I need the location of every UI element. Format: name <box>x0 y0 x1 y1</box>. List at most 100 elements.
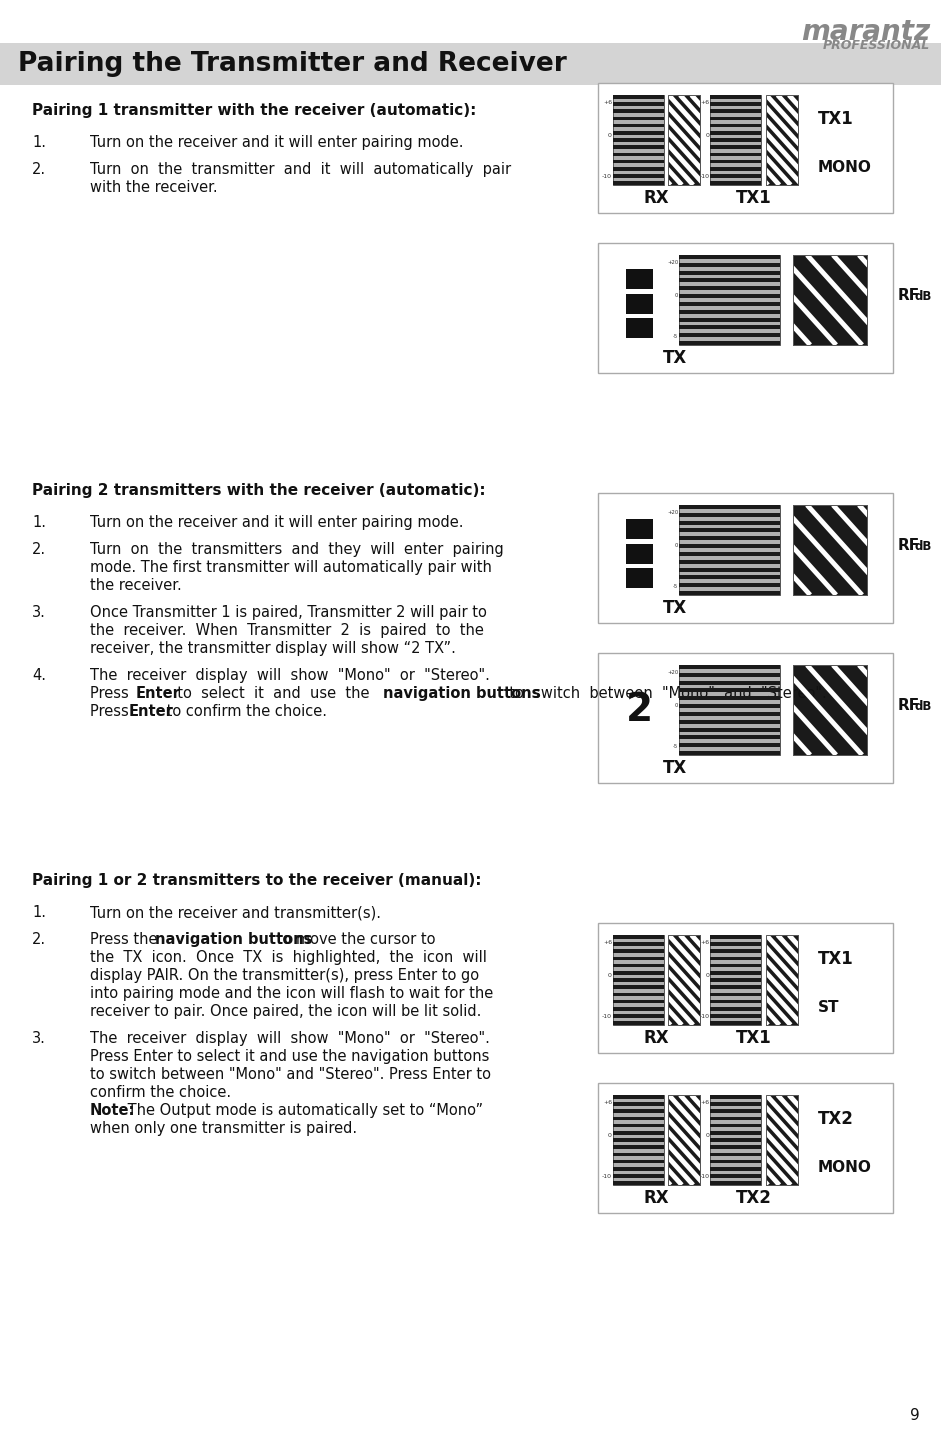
Text: RX: RX <box>644 1029 670 1046</box>
Bar <box>679 505 780 509</box>
Bar <box>613 986 663 988</box>
Bar <box>679 688 780 693</box>
Bar <box>668 935 700 1025</box>
Bar <box>598 654 893 784</box>
Text: +20: +20 <box>667 260 678 264</box>
Bar <box>679 271 780 274</box>
Bar <box>668 95 700 185</box>
Bar <box>613 160 663 163</box>
Bar <box>679 576 780 579</box>
Bar <box>613 993 663 996</box>
Bar <box>613 117 663 120</box>
Text: TX1: TX1 <box>737 189 773 206</box>
Bar <box>679 341 780 345</box>
Bar <box>613 1095 663 1098</box>
Text: display PAIR. On the transmitter(s), press Enter to go: display PAIR. On the transmitter(s), pre… <box>90 968 479 983</box>
Text: 9: 9 <box>910 1408 920 1423</box>
Text: confirm the choice.: confirm the choice. <box>90 1085 231 1101</box>
Bar <box>710 1160 761 1163</box>
Bar <box>710 986 761 988</box>
Text: 2.: 2. <box>32 932 46 948</box>
Bar <box>679 255 780 258</box>
Text: 0: 0 <box>675 293 678 299</box>
Bar <box>613 1000 663 1003</box>
Bar <box>710 1117 761 1120</box>
Text: TX1: TX1 <box>737 1029 773 1046</box>
Bar <box>613 1117 663 1120</box>
Bar <box>793 255 868 345</box>
Text: Pairing 1 transmitter with the receiver (automatic):: Pairing 1 transmitter with the receiver … <box>32 102 476 118</box>
Text: +6: +6 <box>700 100 710 105</box>
Text: receiver, the transmitter display will show “2 TX”.: receiver, the transmitter display will s… <box>90 641 455 657</box>
Text: TX: TX <box>663 759 687 776</box>
Bar <box>679 505 780 595</box>
Text: -10: -10 <box>602 1013 612 1019</box>
Bar <box>0 43 941 85</box>
Bar <box>710 971 761 974</box>
Bar <box>766 1095 798 1185</box>
Bar <box>679 727 780 732</box>
Bar <box>710 1124 761 1127</box>
Bar <box>710 175 761 177</box>
Text: into pairing mode and the icon will flash to wait for the: into pairing mode and the icon will flas… <box>90 987 493 1001</box>
Bar <box>613 131 663 134</box>
Text: dB: dB <box>915 290 933 303</box>
Bar <box>679 567 780 571</box>
Bar <box>679 278 780 283</box>
Text: with the receiver.: with the receiver. <box>90 180 217 195</box>
Text: RF: RF <box>898 697 920 713</box>
Bar <box>598 242 893 372</box>
Bar <box>679 560 780 564</box>
Text: Once Transmitter 1 is paired, Transmitter 2 will pair to: Once Transmitter 1 is paired, Transmitte… <box>90 606 486 620</box>
Text: navigation buttons: navigation buttons <box>383 687 540 701</box>
Bar <box>613 139 663 141</box>
Text: -10: -10 <box>602 1173 612 1179</box>
Bar <box>710 1007 761 1010</box>
Text: TX1: TX1 <box>818 951 853 968</box>
Bar <box>613 1014 663 1017</box>
Bar <box>613 1022 663 1025</box>
Text: 1.: 1. <box>32 515 46 531</box>
Bar <box>613 1095 663 1185</box>
Text: -10: -10 <box>602 173 612 179</box>
Bar <box>710 167 761 170</box>
Text: The  receiver  display  will  show  "Mono"  or  "Stereo".: The receiver display will show "Mono" or… <box>90 1032 490 1046</box>
Text: 0: 0 <box>706 133 710 139</box>
Bar <box>679 697 780 700</box>
Bar <box>613 1160 663 1163</box>
Bar <box>710 1167 761 1170</box>
Bar <box>679 310 780 313</box>
Bar <box>793 505 868 595</box>
Text: receiver to pair. Once paired, the icon will be lit solid.: receiver to pair. Once paired, the icon … <box>90 1004 482 1019</box>
Bar <box>710 160 761 163</box>
Bar <box>766 935 798 1025</box>
Bar <box>679 333 780 338</box>
Bar <box>679 512 780 517</box>
Bar <box>710 110 761 113</box>
Text: Turn  on  the  transmitter  and  it  will  automatically  pair: Turn on the transmitter and it will auto… <box>90 163 511 177</box>
Text: -10: -10 <box>699 1013 710 1019</box>
Bar <box>710 964 761 967</box>
Text: to  switch  between  "Mono"  and  "Stereo".: to switch between "Mono" and "Stereo". <box>500 687 827 701</box>
Bar <box>668 95 700 185</box>
Text: 3.: 3. <box>32 606 46 620</box>
Bar <box>613 964 663 967</box>
Bar <box>710 957 761 960</box>
Bar <box>679 665 780 670</box>
Bar <box>613 971 663 974</box>
Bar <box>613 1124 663 1127</box>
Bar <box>679 704 780 709</box>
Bar <box>627 317 653 338</box>
Text: 4.: 4. <box>32 668 46 684</box>
Text: Turn on the receiver and it will enter pairing mode.: Turn on the receiver and it will enter p… <box>90 515 464 531</box>
Text: -10: -10 <box>699 173 710 179</box>
Text: TX2: TX2 <box>818 1111 853 1128</box>
Bar <box>613 167 663 170</box>
Bar <box>710 942 761 945</box>
Bar <box>679 736 780 739</box>
Bar <box>710 1095 761 1098</box>
Text: 0: 0 <box>706 973 710 978</box>
Bar <box>613 1146 663 1149</box>
Bar <box>613 942 663 945</box>
Text: +6: +6 <box>603 100 612 105</box>
